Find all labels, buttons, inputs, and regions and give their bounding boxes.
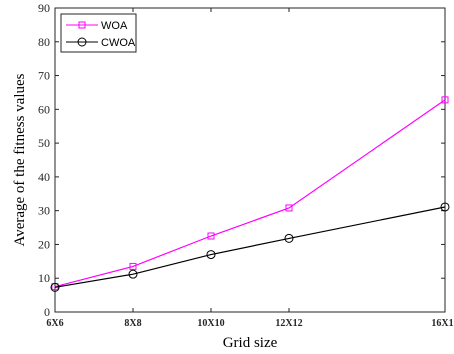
y-tick-label: 80 <box>38 35 50 49</box>
series-layer <box>50 96 450 292</box>
x-tick-label: 10X10 <box>197 318 224 329</box>
legend-cwoa-label: CWOA <box>101 37 136 49</box>
data-point-woa <box>207 232 215 240</box>
x-tick-label: 16X16 <box>431 318 454 329</box>
data-point-cwoa <box>284 233 294 243</box>
series-line-woa <box>54 99 446 288</box>
x-axis-label: Grid size <box>223 335 278 351</box>
legend-woa-label: WOA <box>101 20 128 32</box>
data-point-cwoa <box>440 202 450 212</box>
data-point-woa <box>441 96 449 104</box>
series-line-cwoa <box>54 206 446 288</box>
data-point-cwoa <box>206 250 216 260</box>
y-axis-label: Average of the fitness values <box>12 73 28 246</box>
y-tick-label: 60 <box>38 102 50 116</box>
x-axis-ticks: 6X6 8X8 10X10 12X12 16X16 <box>46 8 454 329</box>
legend-woa-marker <box>78 21 86 29</box>
y-tick-label: 10 <box>38 271 50 285</box>
y-axis-ticks: 0 10 20 30 40 50 60 70 80 90 <box>38 1 445 319</box>
x-tick-label: 8X8 <box>124 318 141 329</box>
plot-area <box>54 7 446 313</box>
y-tick-label: 50 <box>38 136 50 150</box>
legend-box <box>60 13 137 53</box>
y-tick-label: 20 <box>38 237 50 251</box>
data-point-woa <box>285 204 293 212</box>
data-point-woa <box>129 262 137 270</box>
y-tick-label: 70 <box>38 69 50 83</box>
x-tick-label: 6X6 <box>46 318 63 329</box>
data-point-cwoa <box>50 282 60 292</box>
data-point-cwoa <box>128 269 138 279</box>
y-tick-label: 0 <box>44 305 50 319</box>
y-tick-label: 40 <box>38 170 50 184</box>
y-tick-label: 30 <box>38 204 50 218</box>
x-tick-label: 12X12 <box>275 318 302 329</box>
y-tick-label: 90 <box>38 1 50 15</box>
legend: WOA CWOA <box>60 13 137 53</box>
legend-cwoa-marker <box>77 37 87 47</box>
